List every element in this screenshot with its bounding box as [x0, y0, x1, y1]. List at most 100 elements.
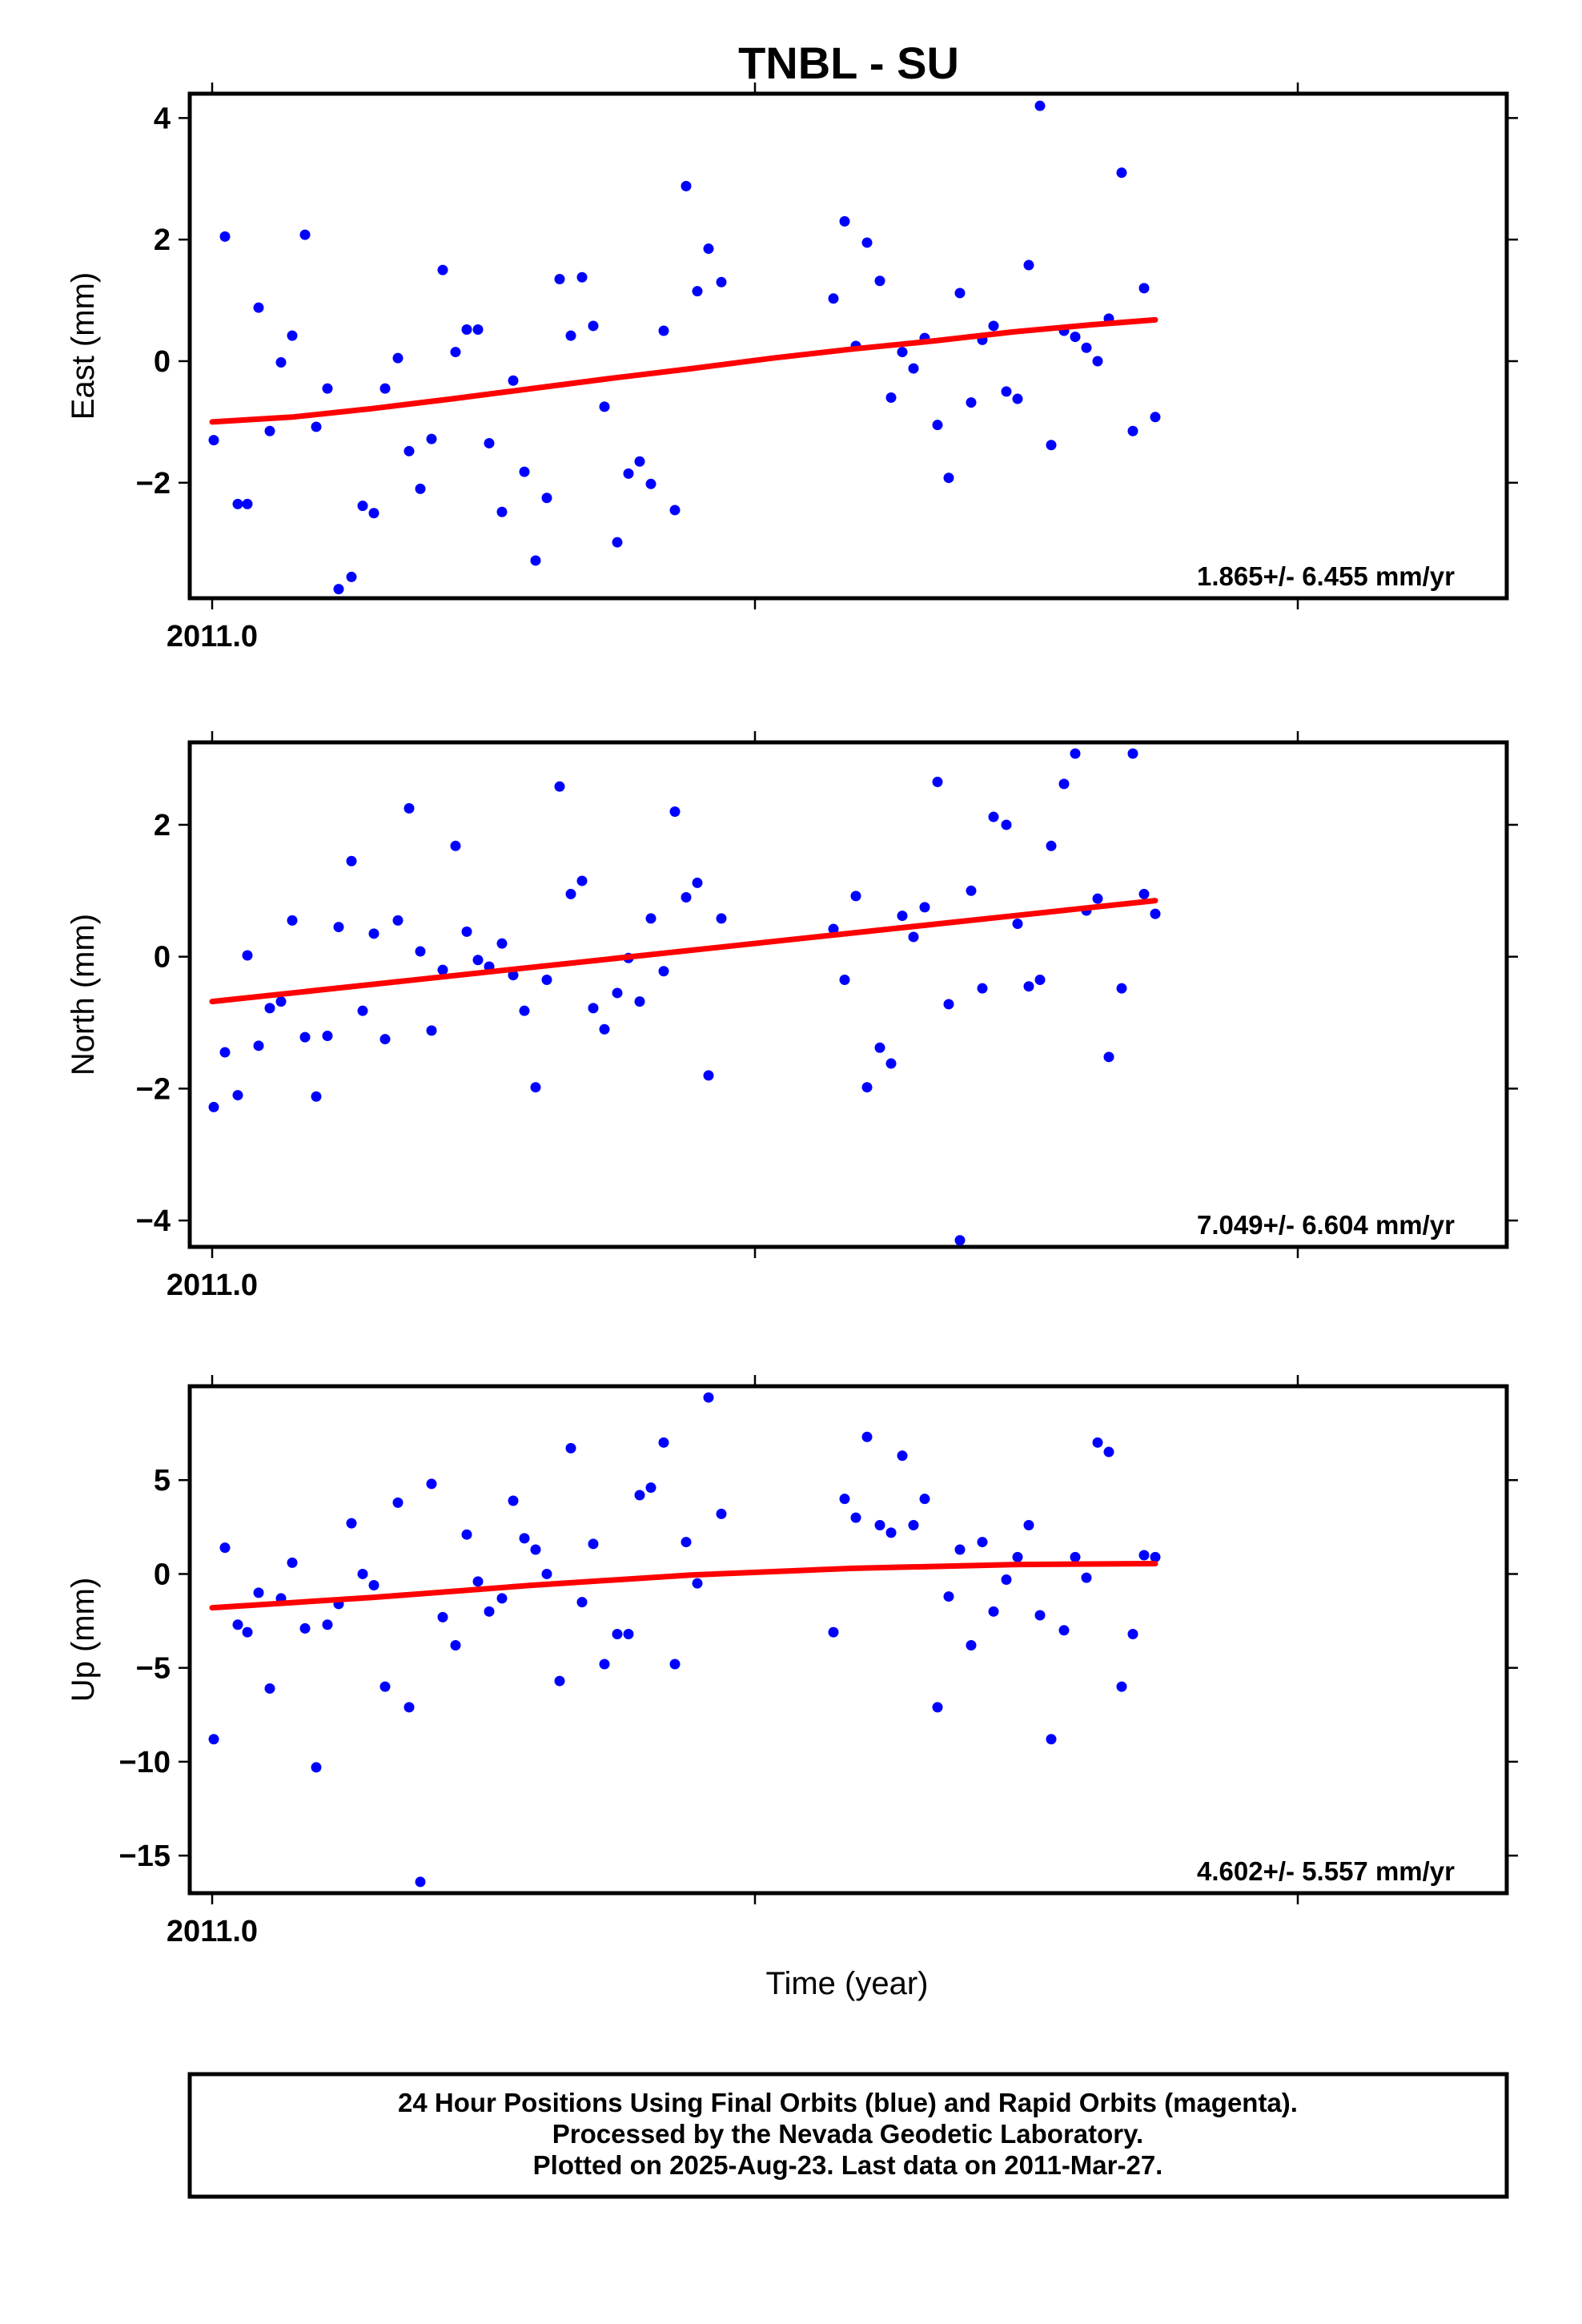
y-tick-label: 4	[154, 102, 171, 135]
data-point	[242, 498, 253, 509]
data-point	[874, 1519, 885, 1530]
data-point	[1116, 983, 1127, 994]
data-point	[703, 243, 714, 255]
data-point	[232, 498, 243, 509]
trend-line	[209, 1561, 1158, 1611]
data-point	[966, 1640, 977, 1651]
data-point	[1034, 100, 1046, 111]
data-point	[576, 875, 588, 887]
data-point	[208, 1734, 219, 1745]
data-point	[253, 1040, 264, 1051]
data-point	[219, 231, 231, 242]
data-point	[264, 425, 275, 436]
data-point	[311, 421, 322, 432]
y-tick-label: −2	[136, 467, 171, 501]
data-point	[932, 776, 943, 787]
data-point	[1138, 1550, 1150, 1561]
data-point	[1012, 393, 1023, 404]
data-point	[1127, 425, 1138, 436]
data-point	[299, 229, 311, 240]
data-point	[1150, 908, 1161, 919]
data-point	[1150, 1551, 1161, 1562]
data-point	[850, 1512, 861, 1523]
data-point	[839, 974, 850, 985]
data-point	[299, 1622, 311, 1634]
data-point	[437, 1611, 448, 1622]
data-point	[404, 1702, 415, 1713]
data-point	[1081, 342, 1092, 353]
y-tick-label: −2	[136, 1072, 171, 1106]
data-point	[322, 1030, 333, 1041]
panels-group: −2 0 2 4 2011.0 East (mm) 1.865+/- 6.455 mm/yr…	[66, 82, 1518, 1948]
data-point	[897, 1450, 908, 1462]
data-point	[1092, 893, 1103, 904]
data-point	[264, 1683, 275, 1694]
data-point	[264, 1003, 275, 1014]
data-point	[943, 999, 954, 1010]
data-point	[565, 1442, 576, 1454]
data-point	[919, 1494, 930, 1505]
data-point	[1058, 778, 1070, 790]
trend-line	[209, 898, 1158, 1005]
data-point	[988, 320, 999, 332]
data-point	[554, 781, 565, 792]
data-point	[1070, 1551, 1081, 1562]
data-point	[988, 1606, 999, 1617]
data-point	[392, 915, 404, 926]
data-point	[357, 1568, 368, 1579]
y-tick-label: −10	[119, 1746, 171, 1779]
data-point	[623, 468, 634, 479]
data-point	[908, 931, 919, 943]
data-point	[208, 435, 219, 446]
y-tick-label: 5	[154, 1464, 171, 1498]
data-point	[415, 483, 426, 494]
data-point	[932, 1702, 943, 1713]
data-point	[1012, 1551, 1023, 1562]
data-point	[437, 264, 448, 275]
x-tick-label: 2011.0	[167, 1269, 258, 1302]
data-point	[357, 501, 368, 512]
data-point	[703, 1070, 714, 1081]
rate-annotation: 1.865+/- 6.455 mm/yr	[1197, 561, 1455, 591]
data-point	[392, 1497, 404, 1508]
y-axis-label: East (mm)	[66, 272, 101, 420]
data-point	[496, 506, 508, 517]
data-point	[1081, 1572, 1092, 1583]
data-point	[623, 1628, 634, 1639]
data-point	[1001, 819, 1012, 830]
data-point	[681, 180, 692, 191]
y-tick-label: 0	[154, 345, 171, 379]
data-point	[612, 1628, 623, 1639]
data-point	[287, 1557, 298, 1568]
data-point	[426, 433, 437, 444]
data-point	[1092, 356, 1103, 367]
data-point	[658, 1437, 669, 1448]
data-point	[612, 537, 623, 548]
data-point	[496, 938, 508, 949]
data-point	[1034, 1610, 1046, 1621]
data-point	[681, 892, 692, 903]
data-point	[219, 1047, 231, 1058]
y-tick-label: −4	[136, 1204, 171, 1238]
data-point	[1058, 1625, 1070, 1636]
data-point	[484, 437, 495, 448]
data-point	[1023, 1519, 1034, 1530]
panel-2: −15 −10 −5 0 5 2011.0 Up (mm) 4.602+/- 5.557 mm…	[66, 1375, 1518, 1948]
data-point	[850, 891, 861, 902]
data-point	[530, 555, 541, 566]
data-point	[415, 946, 426, 957]
panel-0: −2 0 2 4 2011.0 East (mm) 1.865+/- 6.455 mm/yr	[66, 82, 1518, 653]
data-point	[1103, 1446, 1114, 1458]
y-tick-label: 0	[154, 941, 171, 975]
data-point	[322, 1619, 333, 1630]
data-point	[908, 363, 919, 374]
data-point	[508, 375, 519, 386]
data-point	[541, 974, 552, 985]
data-point	[346, 1518, 357, 1529]
data-point	[703, 1392, 714, 1403]
data-point	[954, 287, 966, 299]
data-point	[977, 1537, 988, 1548]
data-point	[242, 1626, 253, 1638]
data-point	[1001, 386, 1012, 397]
data-point	[977, 983, 988, 994]
